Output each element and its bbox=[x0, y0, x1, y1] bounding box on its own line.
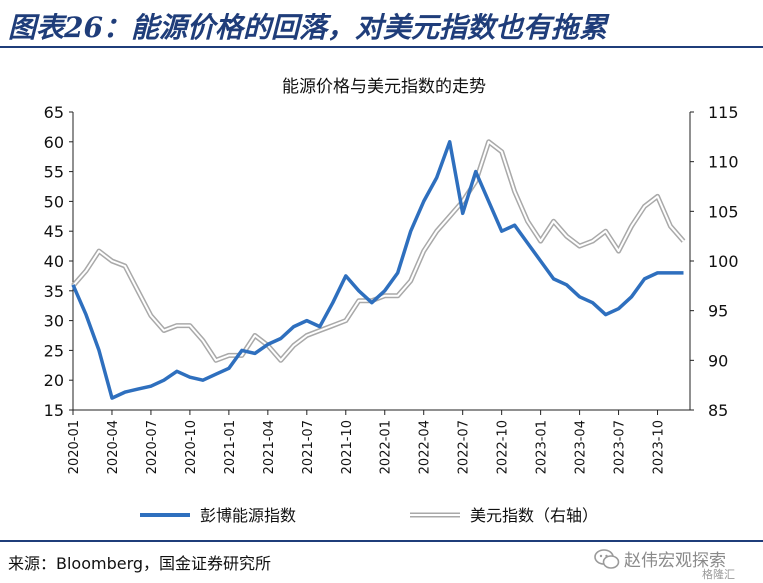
y-left-tick-label: 45 bbox=[44, 222, 64, 241]
y-right-tick-label: 90 bbox=[708, 351, 728, 370]
x-tick-label: 2021-04 bbox=[262, 420, 277, 474]
y-left-tick-label: 50 bbox=[44, 192, 64, 211]
y-left-tick-label: 65 bbox=[44, 103, 64, 122]
x-tick-label: 2021-01 bbox=[223, 420, 238, 474]
y-right-tick-label: 85 bbox=[708, 401, 728, 420]
energy-index-line bbox=[73, 142, 684, 398]
x-tick-label: 2020-04 bbox=[106, 420, 121, 474]
y-left-tick-label: 20 bbox=[44, 371, 64, 390]
figure-header: 图表26：能源价格的回落，对美元指数也有拖累 bbox=[0, 0, 763, 48]
legend: 彭博能源指数 美元指数（右轴） bbox=[140, 506, 598, 525]
axes-group: 15 20 25 30 35 40 45 50 55 60 65 85 90 95 100 105 110 115… bbox=[44, 103, 739, 474]
y-left-tick-label: 55 bbox=[44, 163, 64, 182]
y-left-tick-label: 60 bbox=[44, 133, 64, 152]
x-tick-label: 2023-07 bbox=[613, 420, 628, 474]
chart-title: 能源价格与美元指数的走势 bbox=[282, 77, 486, 97]
y-left-tick-label: 30 bbox=[44, 312, 64, 331]
legend-label-dxy: 美元指数（右轴） bbox=[470, 506, 598, 525]
figure-footer: 来源：Bloomberg，国金证券研究所 赵伟宏观探索 格隆汇 bbox=[0, 540, 763, 583]
chart: 能源价格与美元指数的走势 15 20 25 30 35 40 45 50 55 60 65 85 90 9… bbox=[0, 48, 763, 538]
wechat-icon bbox=[594, 548, 620, 570]
x-tick-label: 2023-10 bbox=[652, 420, 667, 474]
x-tick-label: 2020-01 bbox=[67, 420, 82, 474]
y-left-tick-label: 35 bbox=[44, 282, 64, 301]
legend-label-energy: 彭博能源指数 bbox=[200, 506, 296, 525]
x-tick-label: 2023-01 bbox=[535, 420, 550, 474]
x-tick-label: 2022-04 bbox=[418, 420, 433, 474]
y-left-tick-label: 25 bbox=[44, 341, 64, 360]
x-tick-label: 2023-04 bbox=[574, 420, 589, 474]
figure-title: 图表26：能源价格的回落，对美元指数也有拖累 bbox=[8, 6, 607, 46]
y-right-tick-label: 105 bbox=[708, 202, 739, 221]
y-right-tick-label: 95 bbox=[708, 302, 728, 321]
x-tick-label: 2021-10 bbox=[340, 420, 355, 474]
y-left-tick-label: 40 bbox=[44, 252, 64, 271]
x-tick-label: 2020-07 bbox=[145, 420, 160, 474]
y-right-tick-label: 110 bbox=[708, 153, 739, 172]
x-tick-label: 2022-07 bbox=[457, 420, 472, 474]
watermark-sub: 格隆汇 bbox=[702, 566, 735, 582]
source-note: 来源：Bloomberg，国金证券研究所 bbox=[8, 550, 271, 574]
dxy-line-outer bbox=[73, 142, 684, 360]
x-tick-label: 2022-10 bbox=[496, 420, 511, 474]
y-right-tick-label: 100 bbox=[708, 252, 739, 271]
y-left-tick-label: 15 bbox=[44, 401, 64, 420]
y-right-tick-label: 115 bbox=[708, 103, 739, 122]
series-group bbox=[73, 142, 684, 398]
x-tick-label: 2020-10 bbox=[184, 420, 199, 474]
x-tick-label: 2022-01 bbox=[379, 420, 394, 474]
x-tick-label: 2021-07 bbox=[301, 420, 316, 474]
